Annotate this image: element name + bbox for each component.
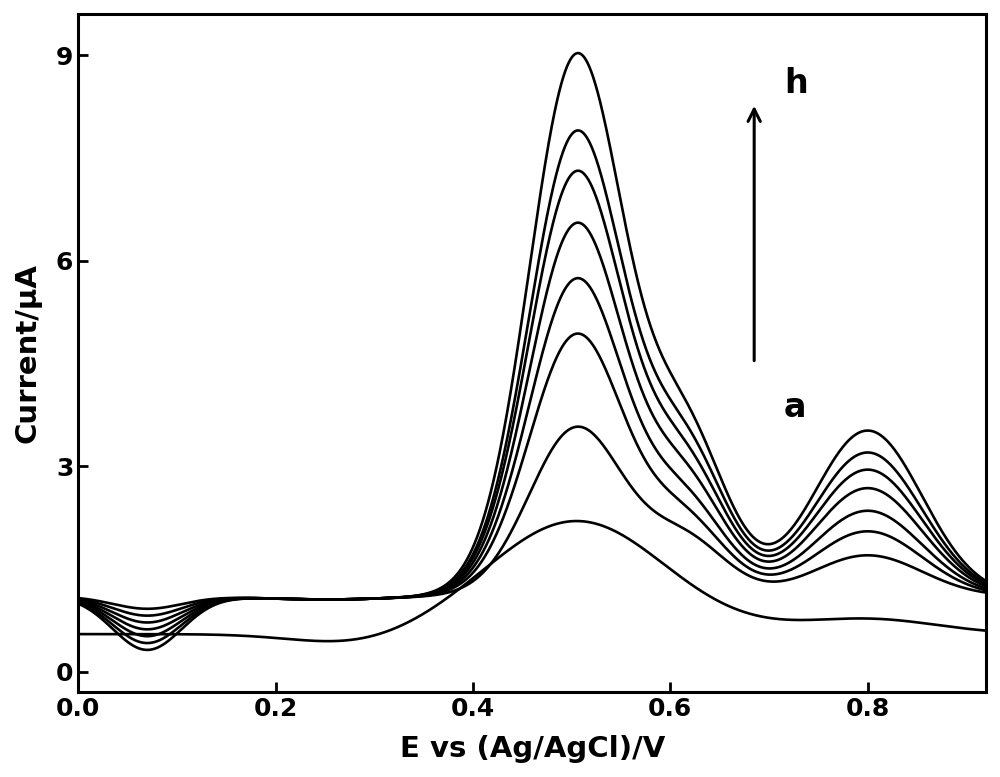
Text: h: h xyxy=(784,67,808,99)
X-axis label: E vs (Ag/AgCl)/V: E vs (Ag/AgCl)/V xyxy=(400,735,665,763)
Y-axis label: Current/μA: Current/μA xyxy=(14,263,42,443)
Text: a: a xyxy=(784,391,806,423)
